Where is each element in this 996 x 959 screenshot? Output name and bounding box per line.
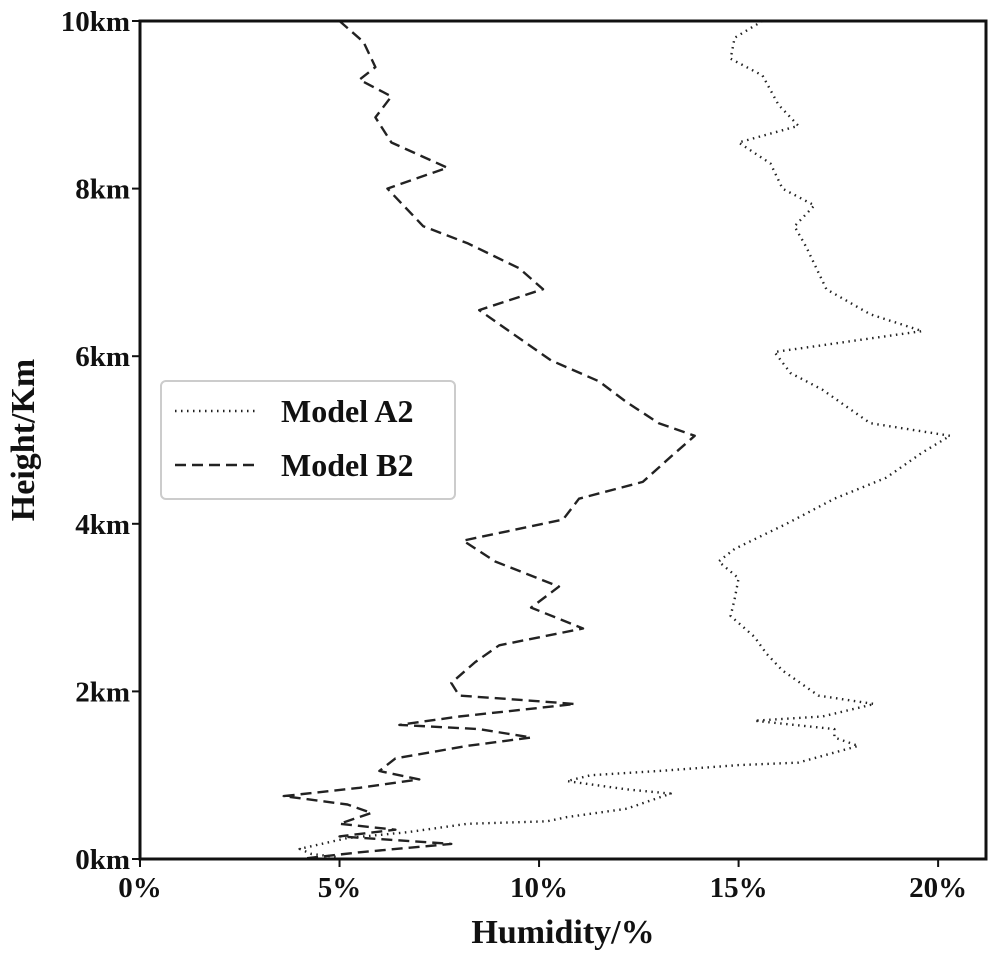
y-axis-title: Height/Km <box>5 359 42 521</box>
y-tick-label: 0km <box>75 844 130 876</box>
legend-box <box>160 380 456 500</box>
y-tick-label: 6km <box>75 341 130 373</box>
y-tick-label: 8km <box>75 174 130 206</box>
x-axis-title: Humidity/% <box>471 914 654 951</box>
x-tick-label: 20% <box>909 872 967 904</box>
x-tick-label: 5% <box>318 872 362 904</box>
legend-label-model-a2: Model A2 <box>281 393 413 429</box>
series-line-model-b2 <box>282 20 696 861</box>
y-tick-label: 10km <box>61 6 130 38</box>
y-tick-label: 4km <box>75 509 130 541</box>
x-tick-label: 15% <box>710 872 768 904</box>
x-tick-label: 0% <box>118 872 162 904</box>
plot-frame <box>138 19 988 861</box>
y-axis: 0km 2km 4km 6km 8km 10km <box>61 6 140 876</box>
series-line-model-a2 <box>298 19 952 859</box>
plot-area <box>282 19 952 861</box>
x-tick-label: 10% <box>510 872 568 904</box>
y-tick-label: 2km <box>75 676 130 708</box>
x-axis: 0% 5% 10% 15% 20% <box>118 859 967 904</box>
legend: Model A2 Model B2 <box>160 380 456 500</box>
legend-label-model-b2: Model B2 <box>281 447 413 483</box>
